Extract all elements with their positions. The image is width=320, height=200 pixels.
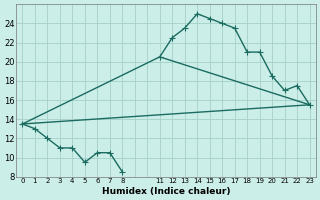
X-axis label: Humidex (Indice chaleur): Humidex (Indice chaleur) <box>102 187 230 196</box>
